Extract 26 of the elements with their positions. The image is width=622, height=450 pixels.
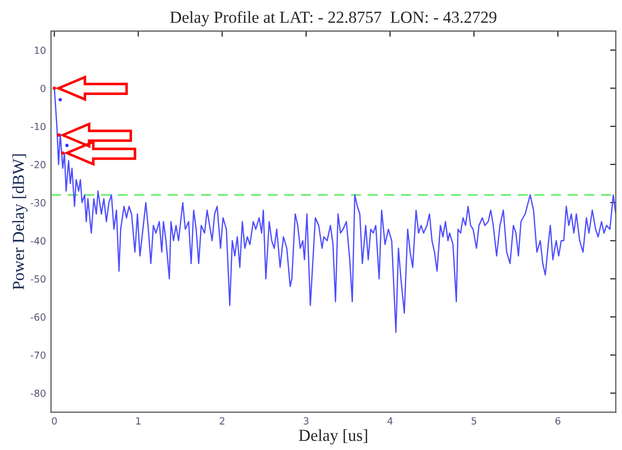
y-axis-title: Power Delay [dBW] — [12, 154, 28, 290]
point — [65, 144, 69, 148]
y-tick-label: -70 — [30, 352, 46, 359]
x-tick-label: 2 — [220, 417, 224, 424]
x-tick-label: 6 — [555, 417, 560, 425]
y-tick-label: 10 — [34, 46, 46, 54]
y-tick-label: -50 — [30, 275, 46, 283]
x-tick-label: 4 — [387, 417, 393, 424]
x-tick-label: 5 — [472, 417, 476, 425]
x-tick-label: 3 — [304, 417, 308, 425]
x-tick-label: 1 — [136, 417, 140, 424]
y-tick-label: -10 — [30, 122, 46, 130]
y-tick-label: -80 — [30, 390, 46, 397]
point — [58, 98, 62, 102]
y-tick-label: -30 — [30, 199, 46, 206]
y-tick-label: -60 — [30, 313, 46, 321]
x-axis-title: Delay [us] — [298, 429, 368, 444]
y-tick-label: -20 — [30, 160, 46, 168]
point — [52, 86, 56, 90]
point — [56, 133, 60, 137]
line-series — [54, 88, 616, 333]
y-tick-label: -40 — [30, 237, 46, 245]
chart-title: Delay Profile at LAT: - 22.8757 LON: - 43.2729 — [170, 10, 496, 26]
y-tick-label: 0 — [40, 84, 46, 92]
x-tick-label: 0 — [52, 417, 57, 425]
point — [61, 151, 64, 155]
